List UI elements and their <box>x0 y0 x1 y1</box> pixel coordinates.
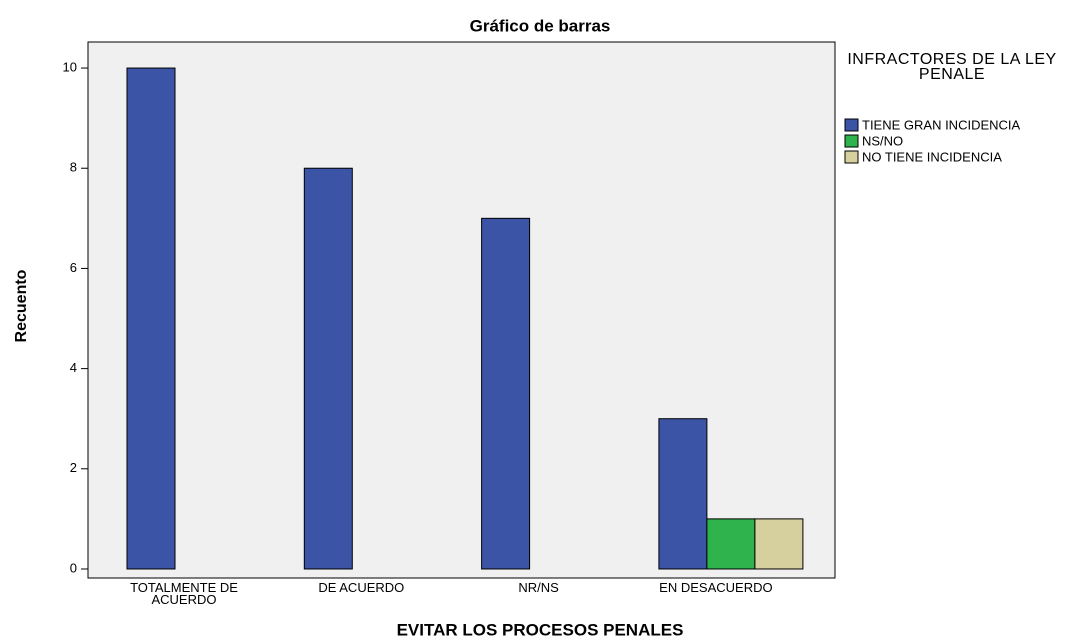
bar <box>126 67 176 570</box>
x-tick-label: NR/NS <box>518 580 559 595</box>
chart-title: Gráfico de barras <box>470 16 611 35</box>
bar <box>706 518 756 570</box>
y-tick-label: 8 <box>70 160 77 175</box>
y-axis-label: Recuento <box>13 269 30 342</box>
x-axis-label: EVITAR LOS PROCESOS PENALES <box>397 620 684 639</box>
bar <box>303 167 353 570</box>
y-tick-label: 2 <box>70 460 77 475</box>
bar <box>481 217 531 570</box>
legend-swatch <box>844 118 859 132</box>
y-tick-label: 4 <box>70 360 77 375</box>
plot-area <box>87 41 836 579</box>
legend-swatch <box>844 150 859 164</box>
y-tick-label: 6 <box>70 260 77 275</box>
legend-label: NS/NO <box>862 133 903 148</box>
legend-title: INFRACTORES DE LA LEY PENALE <box>847 51 1057 83</box>
legend-label: NO TIENE INCIDENCIA <box>862 149 1002 164</box>
bar <box>658 418 708 570</box>
x-tick-label: TOTALMENTE DE ACUERDO <box>130 580 238 607</box>
y-tick-label: 0 <box>70 560 77 575</box>
bar <box>754 518 804 570</box>
legend-swatch <box>844 134 859 148</box>
y-tick-label: 10 <box>63 59 77 74</box>
x-tick-label: EN DESACUERDO <box>659 580 773 595</box>
legend-label: TIENE GRAN INCIDENCIA <box>862 117 1021 132</box>
x-tick-label: DE ACUERDO <box>318 580 405 595</box>
